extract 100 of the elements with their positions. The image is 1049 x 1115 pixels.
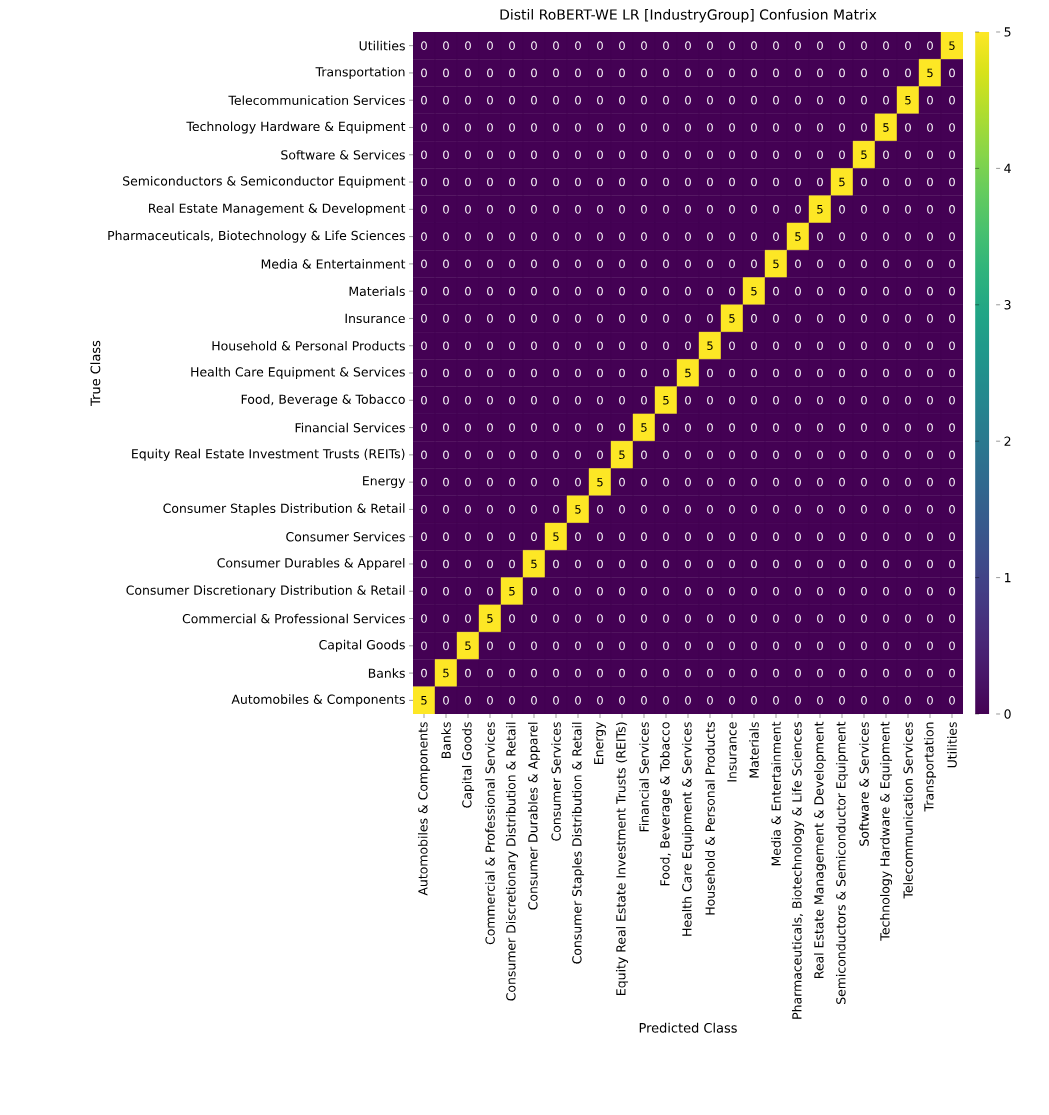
data-label: 0 bbox=[597, 641, 603, 651]
data-label: 0 bbox=[927, 150, 933, 160]
data-label: 0 bbox=[861, 641, 867, 651]
data-label: 0 bbox=[641, 95, 647, 105]
y-tick-label: Real Estate Management & Development bbox=[149, 203, 406, 216]
data-label: 0 bbox=[817, 586, 823, 596]
data-label: 0 bbox=[795, 395, 801, 405]
data-label: 0 bbox=[883, 423, 889, 432]
data-label: 0 bbox=[861, 395, 867, 405]
data-label: 0 bbox=[619, 505, 625, 514]
x-tick-label: Capital Goods bbox=[461, 722, 475, 808]
data-label: 0 bbox=[729, 423, 735, 432]
data-label: 0 bbox=[949, 123, 955, 132]
x-tick-label: Semiconductors & Semiconductor Equipment bbox=[835, 721, 849, 1004]
data-label: 0 bbox=[795, 423, 801, 432]
x-tick-label: Banks bbox=[441, 722, 451, 759]
data-label: 0 bbox=[421, 177, 427, 187]
data-label: 0 bbox=[509, 450, 515, 460]
data-label: 0 bbox=[509, 395, 515, 405]
x-tick-label: Materials bbox=[749, 722, 759, 778]
data-label: 0 bbox=[839, 204, 845, 214]
data-label: 0 bbox=[553, 204, 559, 214]
data-label: 0 bbox=[575, 68, 581, 78]
data-label: 0 bbox=[905, 68, 911, 78]
data-label: 0 bbox=[421, 450, 427, 460]
data-label: 0 bbox=[839, 150, 845, 160]
data-label: 0 bbox=[949, 95, 955, 105]
data-label: 0 bbox=[641, 532, 647, 542]
data-label: 0 bbox=[817, 614, 823, 623]
x-tick-label: Equity Real Estate Investment Trusts (REITs) bbox=[615, 722, 629, 995]
data-label: 0 bbox=[663, 123, 669, 132]
data-label: 0 bbox=[509, 259, 515, 269]
x-tick-label: Telecommunication Services bbox=[903, 722, 913, 899]
data-label: 0 bbox=[949, 477, 955, 487]
data-label: 0 bbox=[729, 477, 735, 487]
data-label: 0 bbox=[553, 614, 559, 623]
data-label: 0 bbox=[773, 341, 779, 351]
data-label: 0 bbox=[861, 668, 867, 678]
data-label: 0 bbox=[839, 450, 845, 460]
data-label: 0 bbox=[795, 586, 801, 596]
data-label: 0 bbox=[641, 641, 647, 651]
data-label: 0 bbox=[509, 232, 515, 241]
data-label: 0 bbox=[883, 41, 889, 50]
data-label: 0 bbox=[487, 668, 493, 678]
data-label: 0 bbox=[619, 259, 625, 269]
data-label: 0 bbox=[597, 204, 603, 214]
data-label: 0 bbox=[421, 314, 427, 323]
data-label: 0 bbox=[597, 395, 603, 405]
data-label: 0 bbox=[531, 423, 537, 432]
data-label: 0 bbox=[465, 341, 471, 351]
data-label: 0 bbox=[465, 204, 471, 214]
data-label: 0 bbox=[751, 696, 757, 705]
data-label: 0 bbox=[751, 668, 757, 678]
data-label: 0 bbox=[751, 477, 757, 487]
data-label: 0 bbox=[685, 586, 691, 596]
data-label: 0 bbox=[597, 150, 603, 160]
data-label: 0 bbox=[861, 586, 867, 596]
data-label: 0 bbox=[795, 641, 801, 651]
data-label: 0 bbox=[509, 559, 515, 569]
data-label: 0 bbox=[619, 641, 625, 651]
data-label: 0 bbox=[839, 505, 845, 514]
data-label: 0 bbox=[751, 341, 757, 351]
data-label: 0 bbox=[487, 423, 493, 432]
data-label: 0 bbox=[861, 41, 867, 50]
data-label: 0 bbox=[729, 532, 735, 542]
x-tick-label: Media & Entertainment bbox=[771, 721, 781, 866]
data-label: 0 bbox=[531, 668, 537, 678]
data-label: 0 bbox=[729, 150, 735, 160]
data-label: 0 bbox=[575, 177, 581, 187]
data-label: 5 bbox=[861, 150, 867, 160]
data-label: 0 bbox=[707, 668, 713, 678]
data-label: 0 bbox=[817, 177, 823, 187]
data-label: 0 bbox=[949, 259, 955, 269]
data-label: 5 bbox=[421, 696, 427, 705]
data-label: 0 bbox=[839, 641, 845, 651]
data-label: 0 bbox=[685, 696, 691, 705]
data-label: 0 bbox=[575, 641, 581, 651]
data-label: 0 bbox=[839, 423, 845, 432]
x-tick-label: Consumer Staples Distribution & Retail bbox=[571, 722, 585, 964]
data-label: 0 bbox=[487, 95, 493, 105]
y-tick-label: Capital Goods bbox=[319, 639, 405, 652]
data-label: 0 bbox=[795, 204, 801, 214]
x-tick-label: Financial Services bbox=[639, 722, 649, 832]
data-label: 0 bbox=[927, 614, 933, 623]
data-label: 0 bbox=[905, 532, 911, 542]
data-label: 5 bbox=[553, 532, 559, 541]
data-label: 0 bbox=[905, 368, 911, 378]
data-label: 0 bbox=[707, 68, 713, 78]
data-label: 0 bbox=[729, 505, 735, 514]
color-bar-label: 1 bbox=[1005, 573, 1011, 583]
data-label: 0 bbox=[949, 286, 955, 296]
data-label: 0 bbox=[663, 232, 669, 241]
data-label: 0 bbox=[905, 505, 911, 514]
data-label: 0 bbox=[553, 423, 559, 432]
data-label: 0 bbox=[751, 532, 757, 542]
data-label: 0 bbox=[465, 286, 471, 296]
data-label: 0 bbox=[597, 532, 603, 542]
data-label: 0 bbox=[729, 41, 735, 50]
data-label: 0 bbox=[795, 450, 801, 460]
data-label: 0 bbox=[641, 696, 647, 705]
